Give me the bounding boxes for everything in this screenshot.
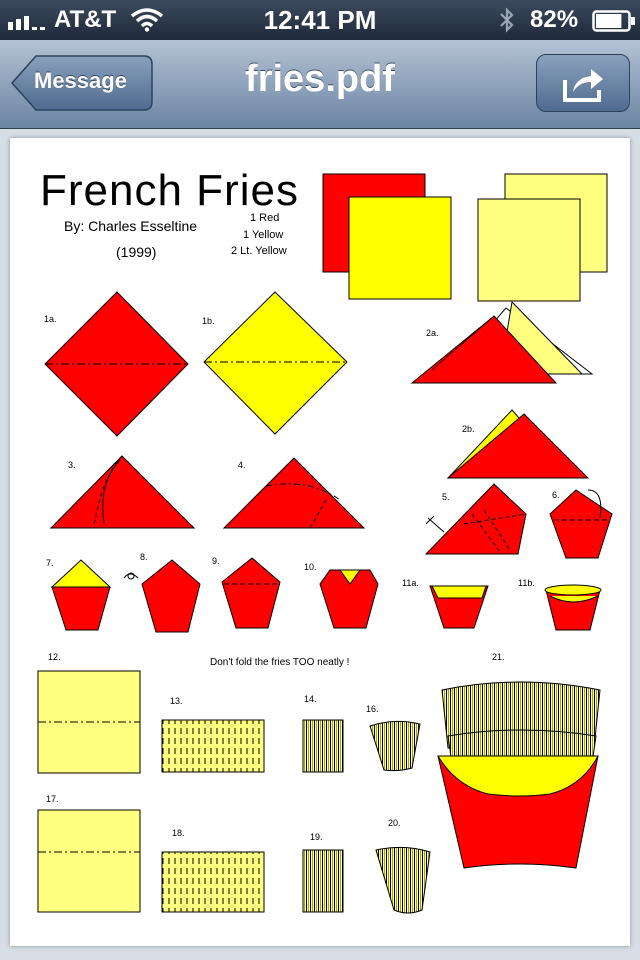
step-4-diagram: [222, 457, 366, 529]
step-label: 9.: [212, 556, 220, 566]
folding-note: Don't fold the fries TOO neatly !: [210, 657, 350, 668]
step-21-finished-fries: [437, 681, 601, 869]
step-12-diagram: [37, 670, 141, 774]
step-label: 17.: [46, 794, 59, 804]
wifi-icon: [130, 8, 164, 32]
step-label: 14.: [304, 694, 317, 704]
step-label: 21.: [492, 652, 505, 662]
back-button-shape: [10, 55, 153, 111]
step-19-diagram: [302, 849, 344, 913]
diagram-title: French Fries: [40, 166, 299, 215]
step-17-diagram: [37, 809, 141, 913]
origami-diagram: [37, 173, 613, 914]
step-label: 11b.: [518, 578, 535, 588]
signal-strength-icon: [8, 16, 45, 30]
bluetooth-icon: [500, 7, 514, 33]
step-label: 19.: [310, 832, 323, 842]
material-red: 1 Red: [250, 212, 280, 224]
diagram-author: By: Charles Esseltine: [64, 218, 198, 234]
step-label: 7.: [46, 558, 54, 568]
step-10-diagram: [319, 569, 379, 629]
step-9-diagram: [221, 557, 281, 629]
step-11b-diagram: [544, 584, 602, 631]
navigation-bar: Message fries.pdf: [0, 40, 640, 129]
page-title: fries.pdf: [245, 58, 395, 100]
step-label: 11a.: [402, 578, 419, 588]
step-label: 3.: [68, 460, 76, 470]
step-label: 18.: [172, 828, 185, 838]
step-2b-diagram: [446, 409, 590, 479]
step-label: 2b.: [462, 424, 475, 434]
step-7-diagram: [50, 559, 112, 631]
step-18-diagram: [161, 851, 265, 913]
step-13-diagram: [161, 719, 265, 773]
step-16-diagram: [369, 720, 421, 772]
step-label: 16.: [366, 704, 379, 714]
share-button[interactable]: [536, 54, 630, 112]
material-yellow: 1 Yellow: [243, 229, 284, 241]
battery-percent: 82%: [530, 6, 579, 33]
battery-icon: [592, 10, 635, 32]
step-8-diagram: [123, 559, 201, 633]
step-label: 6.: [552, 490, 560, 500]
material-squares: [322, 173, 608, 302]
step-label: 2a.: [426, 328, 439, 338]
step-14-diagram: [302, 719, 344, 773]
status-time: 12:41 PM: [263, 5, 377, 35]
step-2a-diagram: [410, 300, 594, 384]
pdf-page[interactable]: French Fries By: Charles Esseltine (1999…: [10, 138, 630, 946]
step-label: 4.: [238, 460, 246, 470]
step-label: 1a.: [44, 314, 57, 324]
step-6-diagram: [549, 489, 613, 559]
step-label: 5.: [442, 492, 450, 502]
step-20-diagram: [375, 846, 431, 914]
step-label: 10.: [304, 562, 317, 572]
step-3-diagram: [49, 455, 196, 529]
step-label: 20.: [388, 818, 401, 828]
step-label: 13.: [170, 696, 183, 706]
step-label: 12.: [48, 652, 61, 662]
back-button-label: Message: [34, 68, 127, 93]
step-5-diagram: [424, 483, 527, 555]
step-label: 8.: [140, 552, 148, 562]
step-1a-diagram: [44, 291, 189, 437]
share-icon: [563, 69, 603, 102]
step-11a-diagram: [429, 585, 489, 629]
step-1b-diagram: [203, 291, 348, 435]
status-bar: AT&T 12:41 PM 82%: [0, 0, 640, 40]
diagram-year: (1999): [116, 244, 157, 260]
carrier-name: AT&T: [54, 6, 117, 33]
step-label: 1b.: [202, 316, 215, 326]
material-light-yellow: 2 Lt. Yellow: [231, 245, 287, 257]
back-button[interactable]: Message: [10, 54, 154, 112]
